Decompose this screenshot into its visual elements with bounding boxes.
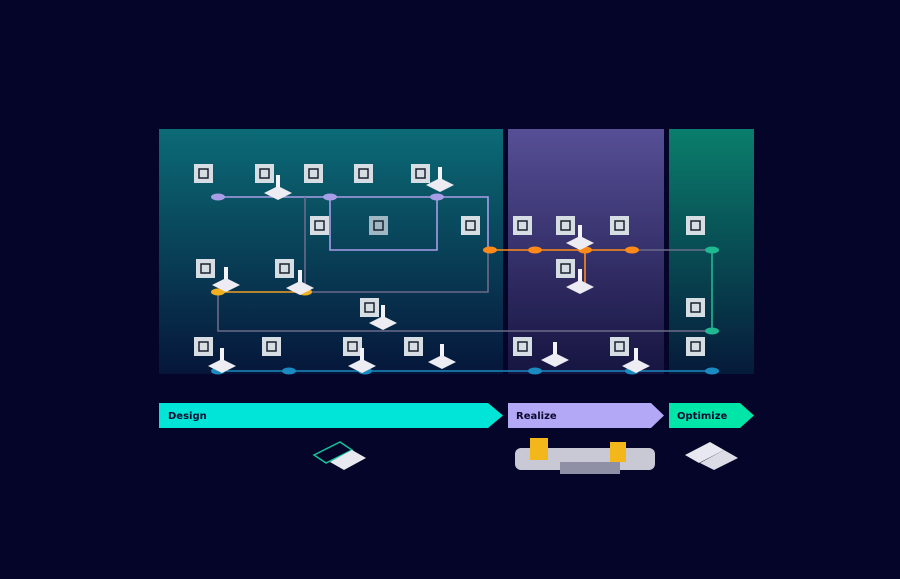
activity-icons: [194, 164, 705, 356]
person: [360, 348, 364, 360]
phase-arrows: Design Realize Optimize: [159, 403, 754, 428]
person: [438, 167, 442, 179]
design-panel: [159, 129, 503, 374]
browser-window-icon: [255, 164, 274, 183]
person: [276, 175, 280, 187]
logistics-icon: [610, 337, 629, 356]
process-node: [323, 193, 337, 201]
process-node: [282, 367, 296, 375]
design-label: Design: [168, 411, 207, 422]
laptop-check-icon: [556, 216, 575, 235]
presentation-icon: [369, 216, 388, 235]
person: [553, 342, 557, 354]
shuffle-icon: [461, 216, 480, 235]
process-node: [625, 246, 639, 254]
person: [578, 225, 582, 237]
process-node: [528, 246, 542, 254]
workstation: [208, 359, 236, 373]
person: [381, 305, 385, 317]
tools-icon: [686, 216, 705, 235]
plant-hand-icon: [194, 337, 213, 356]
person: [298, 270, 302, 282]
workstation: [566, 280, 594, 294]
production-line-illustration: [515, 438, 655, 474]
workstation: [428, 355, 456, 369]
checklist-document-icon: [411, 164, 430, 183]
process-node: [211, 288, 225, 296]
person: [578, 269, 582, 281]
person: [224, 267, 228, 279]
workstation-illustrations: [208, 167, 650, 373]
cloud-gauge-icon: [343, 337, 362, 356]
process-node: [705, 367, 719, 375]
hierarchy-icon: [275, 259, 294, 278]
design-arrow: [159, 403, 503, 428]
workstation: [348, 359, 376, 373]
person: [220, 348, 224, 360]
optimized-machines-illustration: [685, 442, 738, 470]
settings-list-icon: [194, 164, 213, 183]
digital-twin-model-illustration: [312, 441, 366, 470]
calendar-grid-icon: [513, 216, 532, 235]
v-model-icon: [304, 164, 323, 183]
realize-arrow: [508, 403, 664, 428]
team-icon: [686, 298, 705, 317]
process-node: [211, 193, 225, 201]
clipboard-check-icon: [310, 216, 329, 235]
workstation: [369, 316, 397, 330]
person: [440, 344, 444, 356]
realize-label: Realize: [516, 411, 557, 422]
optimize-arrow: [669, 403, 754, 428]
device-person-icon: [196, 259, 215, 278]
process-node: [430, 193, 444, 201]
workstation: [286, 281, 314, 295]
workstation: [426, 178, 454, 192]
pie-chart-icon: [686, 337, 705, 356]
check-box-icon: [556, 259, 575, 278]
optimize-label: Optimize: [677, 411, 728, 422]
check-list-icon: [262, 337, 281, 356]
workstation: [212, 278, 240, 292]
process-node: [483, 246, 497, 254]
cycle-icon: [513, 337, 532, 356]
process-lines: [217, 196, 713, 372]
workstation: [622, 359, 650, 373]
handshake-icon: [354, 164, 373, 183]
workstation: [566, 236, 594, 250]
process-node: [705, 246, 719, 254]
process-node: [705, 327, 719, 335]
dollar-icon: [404, 337, 423, 356]
workstation: [264, 186, 292, 200]
process-node: [528, 367, 542, 375]
growth-chart-icon: [610, 216, 629, 235]
workstation: [541, 353, 569, 367]
dashboard-table-icon: [360, 298, 379, 317]
person: [634, 348, 638, 360]
